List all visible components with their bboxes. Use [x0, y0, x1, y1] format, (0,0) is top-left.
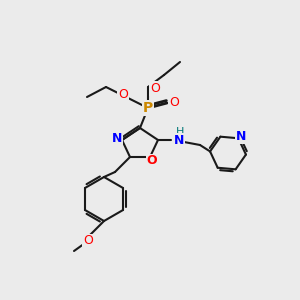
Text: N: N	[112, 133, 122, 146]
Text: O: O	[147, 154, 157, 167]
Text: P: P	[143, 101, 153, 115]
Text: N: N	[174, 134, 184, 146]
Text: O: O	[169, 95, 179, 109]
Text: H: H	[176, 127, 184, 137]
Text: O: O	[118, 88, 128, 101]
Text: O: O	[150, 82, 160, 94]
Text: N: N	[236, 130, 247, 143]
Text: O: O	[83, 235, 93, 248]
